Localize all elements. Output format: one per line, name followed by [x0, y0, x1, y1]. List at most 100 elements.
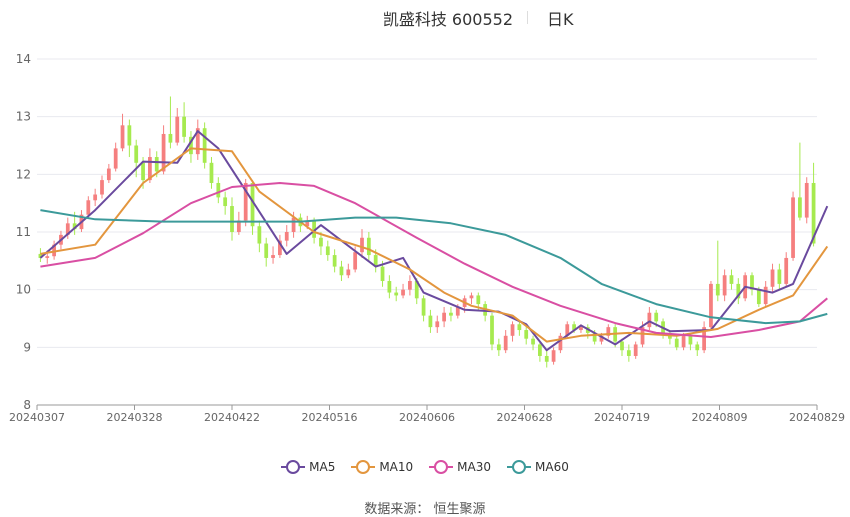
candle-body	[435, 321, 440, 328]
candle-body	[38, 253, 43, 258]
candle-body	[414, 281, 419, 299]
candle-body	[750, 275, 754, 290]
candle-body	[278, 240, 282, 256]
candle-body	[100, 180, 104, 195]
candle-body	[264, 243, 269, 258]
candle-body	[325, 246, 330, 256]
x-tick-label: 20240328	[107, 411, 163, 424]
x-tick-label: 20240719	[594, 411, 650, 424]
legend-item-ma30[interactable]: MA30	[429, 460, 491, 474]
legend-marker-icon	[351, 460, 376, 474]
x-tick-label: 20240422	[204, 411, 260, 424]
candle-body	[106, 168, 111, 181]
legend-item-ma10[interactable]: MA10	[351, 460, 413, 474]
candle-body	[579, 327, 583, 331]
candle-body	[524, 330, 529, 339]
candle-body	[626, 350, 631, 356]
period-label: 日K	[547, 10, 574, 29]
candle-body	[271, 255, 275, 258]
candle-body	[291, 217, 296, 232]
legend-marker-icon	[429, 460, 454, 474]
candle-body	[606, 327, 611, 336]
x-tick-label: 20240628	[497, 411, 553, 424]
legend-marker-icon	[281, 460, 306, 474]
candle-body	[681, 335, 686, 348]
candle-body	[401, 289, 405, 296]
candle-body	[770, 269, 775, 287]
candle-body	[175, 116, 180, 143]
candle-body	[798, 197, 802, 218]
candle-body	[647, 312, 652, 328]
legend-item-ma5[interactable]: MA5	[281, 460, 335, 474]
y-tick-label: 14	[16, 52, 31, 66]
legend-item-ma60[interactable]: MA60	[507, 460, 569, 474]
candle-body	[709, 283, 713, 328]
ma-line-ma60	[40, 209, 828, 325]
legend-label: MA60	[535, 460, 569, 474]
candle-body	[791, 197, 795, 258]
candle-body	[565, 324, 570, 336]
candle-body	[120, 125, 125, 149]
x-tick-label: 20240829	[789, 411, 845, 424]
candle-body	[168, 133, 173, 143]
grid-lines	[37, 58, 817, 348]
y-tick-label: 10	[16, 283, 31, 297]
candle-body	[52, 244, 56, 257]
candle-body	[284, 232, 289, 241]
candle-body	[510, 324, 515, 336]
candle-body	[702, 327, 706, 351]
candle-body	[312, 220, 316, 238]
candle-body	[65, 223, 70, 235]
legend-marker-dot	[434, 460, 449, 474]
x-tick-label: 20240516	[302, 411, 358, 424]
moving-average-lines	[39, 130, 829, 352]
candle-body	[599, 335, 604, 342]
candle-body	[332, 255, 337, 267]
legend-marker-dot	[512, 460, 527, 474]
chart-header: 凯盛科技 600552 日K	[0, 0, 850, 32]
candle-body	[640, 327, 645, 345]
candle-body	[182, 116, 186, 137]
candle-body	[804, 182, 809, 218]
candle-body	[476, 295, 481, 305]
candle-body	[216, 182, 221, 198]
candle-body	[729, 275, 734, 284]
candle-body	[572, 324, 576, 331]
candle-body	[688, 335, 693, 345]
candle-body	[195, 128, 200, 155]
candle-body	[421, 298, 426, 316]
candle-body	[113, 148, 118, 169]
candle-body	[209, 162, 214, 183]
x-tick-label: 20240606	[399, 411, 455, 424]
candle-body	[319, 237, 323, 247]
legend-label: MA30	[457, 460, 492, 474]
legend: MA5 MA10 MA30 MA60	[0, 456, 850, 478]
candle-body	[243, 182, 248, 221]
candle-body	[202, 128, 207, 163]
y-tick-label: 12	[16, 167, 31, 181]
candle-body	[250, 182, 255, 227]
candle-body	[736, 283, 741, 299]
legend-marker-dot	[286, 460, 301, 474]
candle-body	[230, 206, 234, 232]
chart-title: 凯盛科技 600552	[382, 10, 513, 29]
candle-body	[763, 286, 768, 305]
candle-body	[346, 269, 351, 276]
candle-body	[127, 125, 132, 146]
candle-body	[544, 355, 549, 362]
candle-body	[633, 344, 638, 356]
candle-body	[695, 344, 700, 351]
candle-body	[756, 289, 761, 305]
candle-body	[674, 338, 679, 348]
candle-body	[722, 275, 727, 296]
legend-marker-icon	[507, 460, 532, 474]
candlestick-chart: 8 9 10 11 12 13 14 20240307 20240328 20240422 2024…	[9, 52, 845, 424]
candle-body	[373, 255, 378, 267]
candle-body	[134, 145, 139, 163]
candle-body	[558, 335, 563, 351]
candle-body	[154, 157, 159, 172]
title-separator	[527, 11, 528, 24]
candle-body	[592, 332, 597, 342]
candle-body	[654, 312, 659, 322]
candle-body	[257, 226, 262, 244]
